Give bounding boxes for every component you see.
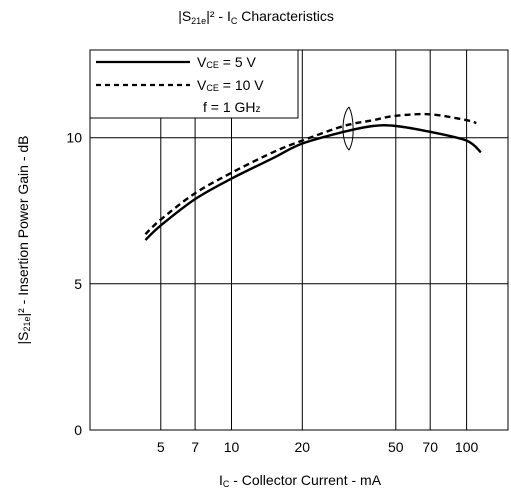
chart-title: |S21e|² - IC Characteristics xyxy=(178,8,334,26)
x-axis-label: IC - Collector Current - mA xyxy=(219,472,382,489)
x-tick-label-50: 50 xyxy=(388,439,404,455)
x-tick-label-7: 7 xyxy=(191,439,199,455)
series-line-vce-5v xyxy=(144,124,482,241)
tick-labels: 5 7 10 20 50 70 100 0 5 10 xyxy=(66,130,478,455)
legend-label-vce-10v: VCE = 10 V xyxy=(197,77,264,93)
y-tick-label-0: 0 xyxy=(74,422,82,438)
x-tick-label-70: 70 xyxy=(422,439,438,455)
x-tick-label-10: 10 xyxy=(224,439,240,455)
x-tick-label-20: 20 xyxy=(295,439,311,455)
grid xyxy=(90,50,508,430)
y-axis-label: |S21e|² - Insertion Power Gain - dB xyxy=(15,135,32,344)
legend: VCE = 5 V VCE = 10 V f = 1 GHz xyxy=(89,49,299,119)
series-line-vce-10v xyxy=(144,112,477,236)
x-tick-label-100: 100 xyxy=(455,439,479,455)
legend-label-vce-5v: VCE = 5 V xyxy=(197,54,256,70)
y-tick-label-5: 5 xyxy=(74,276,82,292)
plot-frame xyxy=(89,49,509,431)
x-tick-label-5: 5 xyxy=(157,439,165,455)
curve-group-marker xyxy=(342,106,354,151)
y-tick-label-10: 10 xyxy=(66,130,82,146)
curves xyxy=(144,112,482,241)
legend-box xyxy=(89,49,299,119)
legend-frequency-note: f = 1 GHz xyxy=(203,99,261,115)
